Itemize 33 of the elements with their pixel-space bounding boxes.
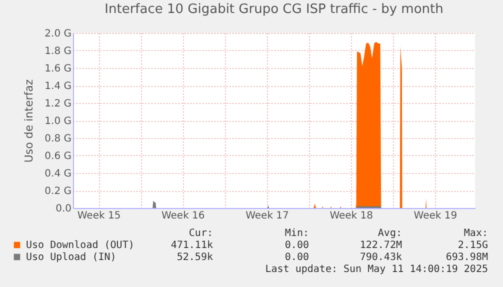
text: 0.00 [284,252,309,263]
text: Last update: Sun May 11 14:00:19 2025 [265,264,488,275]
text: Max: [464,228,488,239]
y-axis-title: Uso de interfaz [22,79,36,163]
x-tick-label: Week 18 [330,210,373,222]
x-tick-label: Week 15 [77,210,121,222]
y-tick-label: 1.8 G [44,46,72,57]
y-tick-label: 1.6 G [44,64,72,74]
x-tick-label: Week 17 [246,210,289,222]
text: 790.43k [360,252,402,263]
text: 2.15G [458,240,488,251]
chart-title: Interface 10 Gigabit Grupo CG ISP traffic - by month [104,2,444,17]
y-tick-label: 0.2 G [44,186,72,197]
text: Min: [284,228,309,239]
text: 693.98M [446,252,488,263]
text: Cur: [188,228,213,239]
text: Avg: [378,228,402,239]
text: 0.00 [284,240,309,251]
legend-label: Uso Upload (IN) [26,252,116,263]
x-tick-label: Week 16 [161,210,205,222]
y-tick-label: 2.0 G [44,28,72,40]
legend-label: Uso Download (OUT) [26,240,134,251]
y-tick-label: 1.4 G [44,81,72,92]
y-tick-label: 1.0 G [44,116,72,127]
y-tick-label: 1.2 G [44,98,72,110]
x-tick-label: Week 19 [414,210,458,222]
y-tick-label: 0.0 [56,204,72,214]
y-tick-label: 0.8 G [44,134,72,144]
y-tick-label: 0.4 G [44,168,72,180]
text: 122.72M [360,240,402,251]
y-tick-label: 0.6 G [44,151,72,162]
text: 52.59k [176,252,213,263]
text: 471.11k [170,240,213,251]
